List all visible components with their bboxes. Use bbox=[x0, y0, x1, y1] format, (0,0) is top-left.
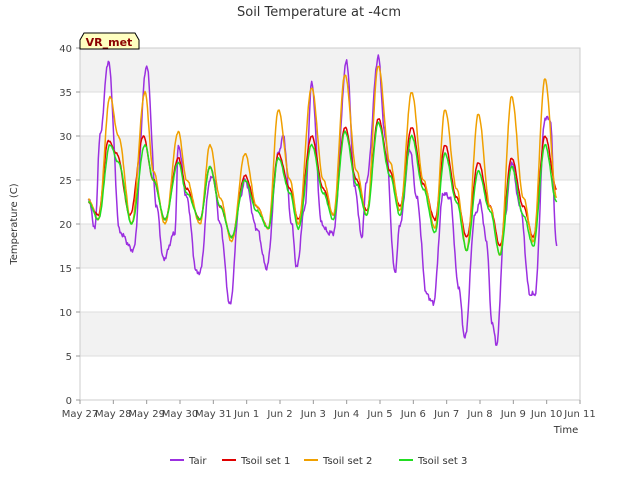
x-tick-label: Jun 3 bbox=[300, 409, 326, 420]
legend-label: Tsoil set 2 bbox=[322, 456, 372, 467]
series-line-tsoil-set-2 bbox=[88, 65, 558, 256]
x-tick-label: Jun 2 bbox=[266, 409, 292, 420]
x-tick-label: Jun 5 bbox=[366, 409, 392, 420]
x-tick-label: May 30 bbox=[162, 409, 199, 420]
x-tick-label: Jun 1 bbox=[233, 409, 259, 420]
y-tick-label: 10 bbox=[59, 308, 72, 319]
y-tick-label: 40 bbox=[59, 44, 72, 55]
grid-band bbox=[80, 136, 580, 180]
chart-title: Soil Temperature at -4cm bbox=[237, 5, 401, 20]
x-tick-label: Jun 6 bbox=[400, 409, 426, 420]
x-tick-label: May 27 bbox=[62, 409, 99, 420]
grid-band bbox=[80, 312, 580, 356]
y-axis-title: Temperature (C) bbox=[9, 183, 20, 265]
x-tick-label: Jun 10 bbox=[530, 409, 563, 420]
x-tick-label: Jun 8 bbox=[466, 409, 492, 420]
y-tick-label: 0 bbox=[66, 396, 72, 407]
grid-band bbox=[80, 48, 580, 92]
series-line-tsoil-set-3 bbox=[87, 121, 558, 256]
station-tag-box bbox=[79, 32, 140, 50]
y-tick-label: 20 bbox=[59, 220, 72, 231]
x-tick-label: May 31 bbox=[195, 409, 232, 420]
y-tick-label: 15 bbox=[59, 264, 72, 275]
legend-label: Tsoil set 1 bbox=[240, 456, 290, 467]
series-line-tair bbox=[87, 54, 558, 346]
station-tag-label: VR_met bbox=[86, 36, 133, 49]
x-tick-label: Jun 11 bbox=[563, 409, 596, 420]
x-axis-title: Time bbox=[553, 425, 578, 436]
y-tick-label: 5 bbox=[66, 352, 72, 363]
x-tick-label: Jun 9 bbox=[500, 409, 526, 420]
x-tick-label: Jun 7 bbox=[433, 409, 459, 420]
x-tick-label: May 28 bbox=[95, 409, 132, 420]
legend-label: Tair bbox=[188, 456, 207, 467]
legend-label: Tsoil set 3 bbox=[417, 456, 467, 467]
y-tick-label: 35 bbox=[59, 88, 72, 99]
x-tick-label: Jun 4 bbox=[333, 409, 359, 420]
y-tick-label: 25 bbox=[59, 176, 72, 187]
legend: Tair Tsoil set 1 Tsoil set 2 Tsoil set 3 bbox=[170, 456, 467, 467]
station-tag: VR_met bbox=[79, 32, 140, 50]
y-tick-label: 30 bbox=[59, 132, 72, 143]
x-tick-label: May 29 bbox=[128, 409, 165, 420]
